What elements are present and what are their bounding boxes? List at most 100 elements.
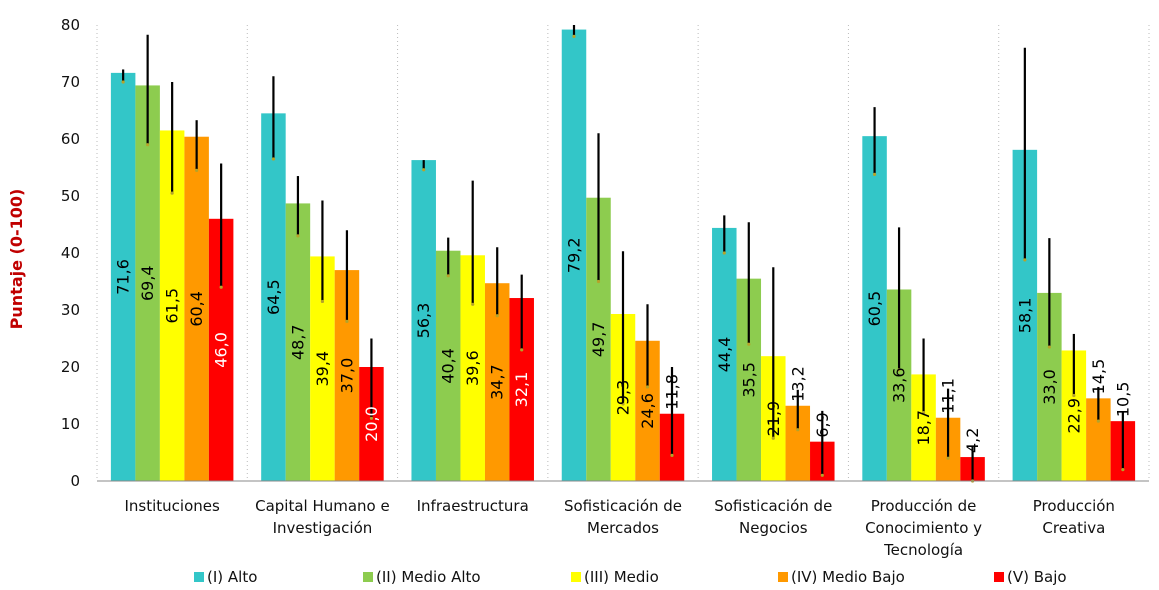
data-label: 4,2 <box>963 428 982 453</box>
error-bar-marker <box>170 191 174 195</box>
data-label: 24,6 <box>638 393 657 429</box>
y-tick-label: 50 <box>61 187 80 205</box>
error-bar-marker <box>1121 468 1125 472</box>
data-label: 44,4 <box>715 337 734 373</box>
bar <box>110 72 136 481</box>
error-bar-marker <box>670 453 674 457</box>
error-bar-marker <box>921 411 926 415</box>
bar <box>135 85 160 482</box>
error-bar-marker <box>572 34 576 39</box>
data-label: 60,4 <box>187 291 206 327</box>
data-label: 18,7 <box>914 410 933 446</box>
data-label: 64,5 <box>264 279 283 315</box>
y-tick-label: 40 <box>61 244 80 262</box>
category-label: Sofisticación de <box>714 497 832 515</box>
error-bar-marker <box>897 368 901 372</box>
category-label: Investigación <box>273 519 373 537</box>
y-tick-label: 0 <box>70 472 80 490</box>
data-label: 71,6 <box>114 259 133 295</box>
error-bar-marker <box>320 299 325 304</box>
error-bar-marker <box>345 319 349 323</box>
data-label: 10,5 <box>1113 382 1132 418</box>
category-label: Instituciones <box>124 497 220 515</box>
bar <box>411 160 436 481</box>
category-label: Producción <box>1033 497 1115 515</box>
data-label: 22,9 <box>1064 398 1083 434</box>
data-label: 37,0 <box>337 358 356 394</box>
data-label: 39,6 <box>463 350 482 386</box>
y-tick-label: 10 <box>61 415 80 433</box>
y-tick-label: 60 <box>61 130 80 148</box>
legend-swatch <box>778 572 788 582</box>
category-label: Sofisticación de <box>564 497 682 515</box>
legend-swatch <box>194 572 204 582</box>
error-bar-marker <box>796 428 800 432</box>
data-label: 49,7 <box>589 322 608 358</box>
error-bar-marker <box>219 285 223 289</box>
category-label: Negocios <box>739 519 808 537</box>
bar <box>435 250 461 481</box>
data-label: 39,4 <box>313 351 332 387</box>
error-bar-marker <box>1072 393 1076 398</box>
error-bar-marker <box>1096 419 1100 423</box>
legend-label: (III) Medio <box>584 568 659 586</box>
data-label: 33,0 <box>1040 369 1059 405</box>
bar <box>261 113 286 481</box>
category-separators <box>96 25 1150 481</box>
y-tick-label: 30 <box>61 301 80 319</box>
data-label: 79,2 <box>565 237 584 273</box>
error-bar-marker <box>146 143 150 147</box>
error-bar-marker <box>471 302 475 306</box>
error-bar-marker <box>271 157 276 161</box>
legend-label: (V) Bajo <box>1007 568 1067 586</box>
error-bar-marker <box>645 385 650 389</box>
category-label: Producción de <box>871 497 977 515</box>
data-label: 33,6 <box>890 367 909 403</box>
y-tick-label: 70 <box>61 73 80 91</box>
data-label: 11,1 <box>939 378 958 414</box>
error-bar-marker <box>747 342 751 346</box>
error-bar-marker <box>422 168 426 172</box>
legend-label: (II) Medio Alto <box>376 568 481 586</box>
legend-label: (I) Alto <box>207 568 257 586</box>
error-bar-marker <box>621 402 625 406</box>
bar <box>862 136 887 481</box>
data-label: 21,9 <box>764 401 783 437</box>
error-bar-marker <box>1023 258 1027 262</box>
data-label: 61,5 <box>163 288 182 324</box>
category-label: Capital Humano e <box>255 497 390 515</box>
error-bar-marker <box>495 314 499 318</box>
error-bar-marker <box>946 456 950 460</box>
category-label: Conocimiento y <box>865 519 982 537</box>
data-label: 34,7 <box>488 364 507 400</box>
data-label: 60,5 <box>865 291 884 327</box>
data-label: 13,2 <box>788 366 807 402</box>
bar <box>184 136 209 481</box>
error-bar-marker <box>520 348 524 352</box>
data-label: 35,5 <box>739 362 758 398</box>
data-label: 56,3 <box>414 303 433 339</box>
category-label: Mercados <box>587 519 659 537</box>
legend-swatch <box>994 572 1004 582</box>
error-bar-group <box>121 25 1125 483</box>
legend-swatch <box>363 572 373 582</box>
y-axis-ticks: 0 10 20 30 40 50 60 70 80 <box>61 16 80 490</box>
data-label: 46,0 <box>212 332 231 368</box>
bar <box>285 203 311 481</box>
error-bar-marker <box>121 80 125 84</box>
x-axis-categories: Instituciones Capital Humano e Investigaci… <box>124 497 1114 559</box>
data-label: 69,4 <box>138 265 157 301</box>
error-bar-marker <box>296 234 300 238</box>
error-bar-marker <box>369 416 374 420</box>
error-bar-marker <box>446 274 450 278</box>
error-bar-marker <box>872 172 877 176</box>
legend-swatch <box>571 572 581 582</box>
y-tick-label: 80 <box>61 16 80 34</box>
error-bar-marker <box>596 279 601 284</box>
legend: (I) Alto (II) Medio Alto (III) Medio (IV) M… <box>194 568 1067 586</box>
data-label-group: 71,6 64,5 56,3 79,2 44,4 60,5 58,1 69,4 48,7 40,4… <box>114 237 1133 453</box>
category-label: Infraestructura <box>417 497 529 515</box>
data-label: 58,1 <box>1015 298 1034 334</box>
data-label: 14,5 <box>1089 359 1108 395</box>
